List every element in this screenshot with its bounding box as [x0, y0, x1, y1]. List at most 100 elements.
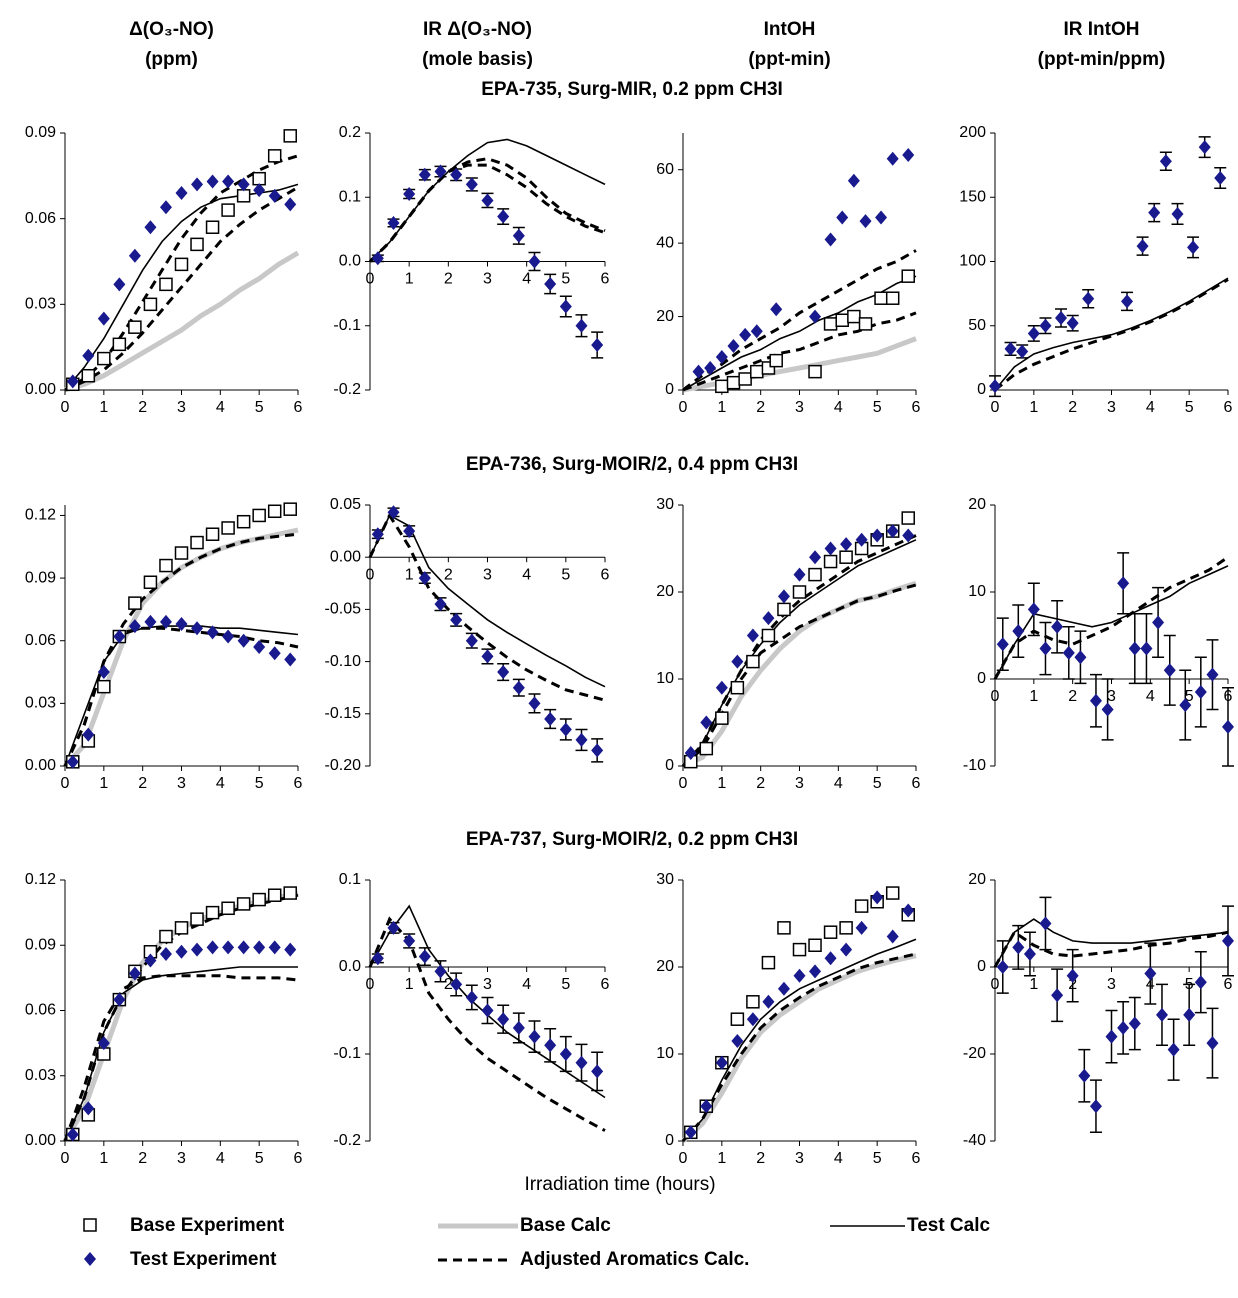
base-point [839, 921, 853, 935]
test-point [809, 309, 822, 324]
test-point [1187, 240, 1200, 255]
x-tick-label: 4 [834, 775, 843, 792]
test-point [128, 248, 141, 263]
column-title: (ppt-min/ppm) [1038, 49, 1166, 70]
column-title: (mole basis) [422, 49, 533, 70]
y-tick-label: 0 [665, 381, 674, 398]
x-tick-label: 0 [679, 1150, 688, 1167]
test-point [206, 625, 219, 640]
test-point [715, 680, 728, 695]
base-point [761, 628, 776, 643]
y-tick-label: 0 [977, 381, 986, 398]
base-point [236, 189, 251, 203]
test-point [1171, 206, 1184, 221]
test-point [191, 177, 204, 192]
base-point [159, 929, 173, 944]
base-point [221, 203, 235, 217]
base-point [221, 901, 235, 916]
x-tick-label: 6 [601, 976, 610, 993]
x-tick-label: 3 [483, 271, 492, 288]
x-tick-label: 1 [99, 775, 108, 792]
row-title: EPA-735, Surg-MIR, 0.2 ppm CH3I [481, 79, 783, 100]
test-point [793, 567, 806, 582]
y-tick-label: 20 [656, 583, 674, 600]
test-point [1194, 975, 1207, 990]
x-tick-label: 2 [444, 976, 453, 993]
row-title: EPA-736, Surg-MOIR/2, 0.4 ppm CH3I [466, 454, 798, 475]
test-point [855, 532, 868, 547]
x-tick-label: 5 [255, 1150, 264, 1167]
y-tick-label: 0 [977, 670, 986, 687]
test-point [175, 617, 188, 632]
x-tick-label: 6 [294, 775, 303, 792]
x-tick-label: 2 [444, 566, 453, 583]
calc-line [994, 918, 1229, 968]
base-point [252, 892, 266, 907]
x-tick-label: 3 [795, 399, 804, 416]
test-point [746, 628, 759, 643]
x-tick-label: 4 [216, 775, 225, 792]
x-tick-label: 0 [991, 688, 1000, 705]
base-point [190, 535, 204, 550]
test-point [824, 232, 837, 247]
test-point [175, 944, 188, 959]
test-point [113, 992, 126, 1007]
y-tick-label: 20 [656, 308, 674, 325]
y-tick-label: 0 [665, 757, 674, 774]
test-point [206, 940, 219, 955]
test-point [840, 537, 853, 552]
y-tick-label: 100 [959, 253, 986, 270]
y-tick-label: 0.12 [25, 871, 56, 888]
column-title: (ppt-min) [748, 49, 830, 70]
test-point [1101, 702, 1114, 717]
test-point [237, 177, 250, 192]
test-point [113, 277, 126, 292]
base-point [159, 277, 173, 292]
test-point [434, 164, 447, 179]
x-tick-label: 2 [138, 399, 147, 416]
test-point [1066, 316, 1079, 331]
test-point [371, 951, 384, 966]
y-tick-label: 40 [656, 234, 674, 251]
base-point [205, 220, 220, 234]
test-point [66, 374, 79, 389]
test-point [465, 177, 478, 192]
test-point [684, 745, 697, 760]
calc-line [994, 278, 1229, 392]
calc-line [681, 580, 917, 769]
test-point [1012, 940, 1025, 955]
test-point [528, 696, 541, 711]
test-point [528, 254, 541, 269]
x-tick-label: 3 [177, 775, 186, 792]
test-point [97, 311, 110, 326]
base-point [174, 257, 189, 272]
test-point [559, 722, 572, 737]
test-point [886, 929, 899, 944]
test-point [1194, 685, 1207, 700]
test-point [403, 187, 416, 202]
x-tick-label: 4 [216, 1150, 225, 1167]
test-point [1206, 1036, 1219, 1051]
base-point [808, 567, 822, 582]
x-tick-label: 4 [216, 399, 225, 416]
test-point [175, 185, 188, 200]
base-point [874, 291, 888, 305]
test-point [387, 920, 400, 935]
test-point [692, 364, 705, 379]
calc-line [368, 512, 606, 702]
x-tick-label: 0 [366, 271, 375, 288]
y-tick-label: 20 [968, 871, 986, 888]
test-point [253, 940, 266, 955]
test-point [387, 215, 400, 230]
test-point [1214, 170, 1227, 185]
x-tick-label: 5 [561, 271, 570, 288]
test-point [727, 338, 740, 353]
x-tick-label: 4 [1146, 399, 1155, 416]
test-point [128, 619, 141, 634]
test-point [1012, 624, 1025, 639]
test-point [450, 167, 463, 182]
base-point [858, 317, 873, 331]
test-point [387, 505, 400, 520]
test-point [144, 953, 157, 968]
test-point [1023, 946, 1036, 961]
